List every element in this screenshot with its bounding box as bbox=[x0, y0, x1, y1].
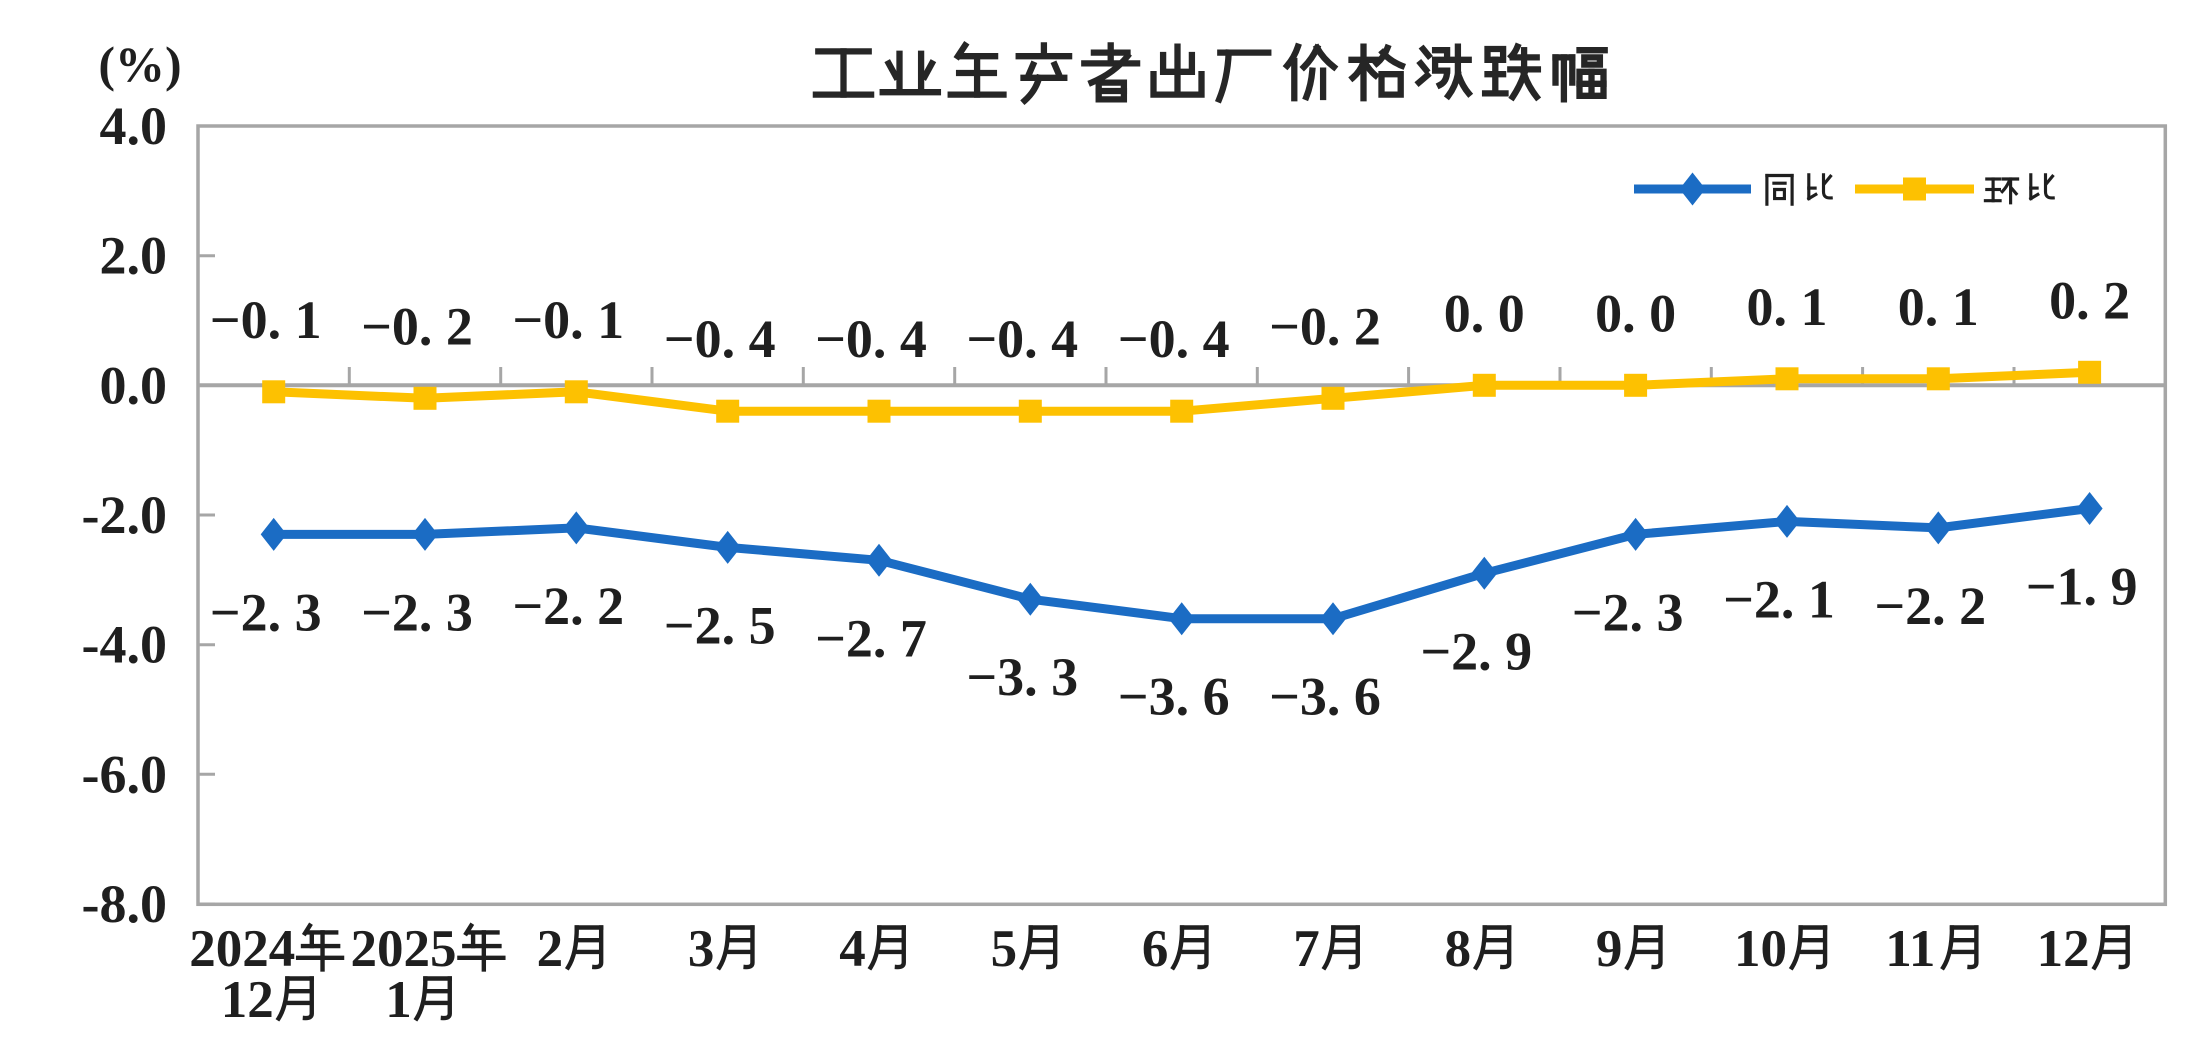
svg-text:-4.0: -4.0 bbox=[82, 615, 167, 675]
svg-text:2: 2 bbox=[537, 920, 564, 978]
svg-text:−0. 4: −0. 4 bbox=[815, 309, 927, 369]
svg-text:−2. 2: −2. 2 bbox=[1874, 576, 1986, 636]
svg-text:−2. 3: −2. 3 bbox=[1572, 582, 1684, 642]
svg-text:6: 6 bbox=[1142, 920, 1169, 978]
svg-text:0. 1: 0. 1 bbox=[1747, 277, 1828, 337]
svg-text:−0. 2: −0. 2 bbox=[361, 296, 473, 356]
svg-text:0. 0: 0. 0 bbox=[1595, 283, 1676, 343]
svg-text:−0. 1: −0. 1 bbox=[512, 290, 624, 350]
svg-text:4.0: 4.0 bbox=[100, 96, 168, 156]
svg-text:−0. 4: −0. 4 bbox=[966, 309, 1078, 369]
svg-text:12: 12 bbox=[221, 971, 274, 1029]
svg-text:−0. 4: −0. 4 bbox=[664, 309, 776, 369]
svg-text:10: 10 bbox=[1734, 920, 1787, 978]
svg-text:−2. 3: −2. 3 bbox=[210, 582, 322, 642]
svg-text:2024: 2024 bbox=[189, 920, 295, 978]
svg-text:2.0: 2.0 bbox=[100, 226, 168, 286]
svg-text:0.0: 0.0 bbox=[100, 355, 168, 415]
svg-text:−3. 6: −3. 6 bbox=[1269, 667, 1381, 727]
svg-text:0. 0: 0. 0 bbox=[1444, 283, 1525, 343]
svg-text:−2. 5: −2. 5 bbox=[664, 595, 776, 655]
svg-text:−0. 2: −0. 2 bbox=[1269, 296, 1381, 356]
svg-text:−2. 2: −2. 2 bbox=[512, 576, 624, 636]
svg-text:1: 1 bbox=[385, 971, 412, 1029]
svg-text:8: 8 bbox=[1445, 920, 1472, 978]
svg-text:−2. 3: −2. 3 bbox=[361, 582, 473, 642]
svg-text:−1. 9: −1. 9 bbox=[2026, 557, 2138, 617]
svg-text:12: 12 bbox=[2037, 920, 2090, 978]
svg-text:−0. 4: −0. 4 bbox=[1118, 309, 1230, 369]
svg-text:0. 1: 0. 1 bbox=[1898, 277, 1979, 337]
svg-text:-6.0: -6.0 bbox=[82, 744, 167, 804]
svg-text:9: 9 bbox=[1596, 920, 1623, 978]
svg-text:−3. 6: −3. 6 bbox=[1118, 667, 1230, 727]
svg-text:−2. 1: −2. 1 bbox=[1723, 569, 1835, 629]
svg-text:5: 5 bbox=[991, 920, 1018, 978]
svg-text:0. 2: 0. 2 bbox=[2049, 270, 2130, 330]
svg-text:2025: 2025 bbox=[351, 920, 457, 978]
svg-text:11: 11 bbox=[1885, 920, 1935, 978]
svg-text:-2.0: -2.0 bbox=[82, 485, 167, 545]
svg-text:3: 3 bbox=[688, 920, 715, 978]
svg-text:-8.0: -8.0 bbox=[82, 874, 167, 934]
svg-text:−3. 3: −3. 3 bbox=[966, 647, 1078, 707]
svg-text:4: 4 bbox=[839, 920, 866, 978]
svg-text:(%): (%) bbox=[98, 36, 181, 92]
svg-text:7: 7 bbox=[1293, 920, 1320, 978]
svg-text:−0. 1: −0. 1 bbox=[210, 290, 322, 350]
svg-text:−2. 9: −2. 9 bbox=[1420, 621, 1532, 681]
svg-text:−2. 7: −2. 7 bbox=[815, 608, 927, 668]
